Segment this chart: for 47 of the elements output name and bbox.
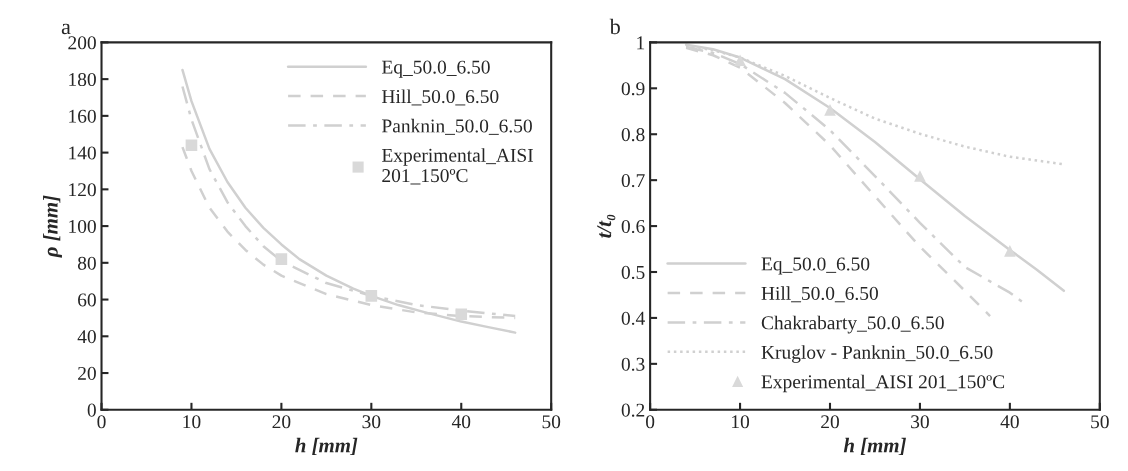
- y-tick-label: 180: [69, 72, 96, 87]
- x-tick-label: 20: [272, 415, 291, 429]
- x-tick-label: 50: [542, 415, 561, 429]
- x-tick-label: 0: [646, 415, 655, 429]
- chart-title: a: [61, 23, 71, 35]
- x-tick-label: 30: [362, 415, 381, 429]
- legend-label: Chakrabarty_50.0_6.50: [761, 315, 944, 334]
- y-tick-label: 0.2: [621, 403, 645, 417]
- x-axis-title: h [mm]: [843, 437, 906, 456]
- x-tick-label: 50: [1091, 415, 1109, 429]
- chart-title: b: [609, 18, 620, 35]
- legend-label: Kruglov - Panknin_50.0_6.50: [761, 345, 993, 363]
- y-tick-label: 0.8: [621, 128, 645, 142]
- x-tick-label: 40: [1000, 415, 1019, 429]
- y-axis-title: ρ [mm]: [43, 195, 62, 258]
- y-tick-label: 1: [637, 36, 645, 50]
- x-tick-label: 30: [911, 415, 929, 429]
- y-tick-label: 0.3: [621, 357, 645, 371]
- x-tick-label: 10: [183, 415, 201, 429]
- y-tick-label: 20: [78, 366, 96, 380]
- y-tick-label: 200: [68, 36, 96, 50]
- y-tick-label: 120: [69, 183, 96, 197]
- legend-label: Eq_50.0_6.50: [381, 60, 490, 78]
- y-tick-label: 160: [69, 109, 96, 123]
- x-tick-label: 10: [732, 415, 750, 429]
- y-tick-label: 80: [77, 256, 96, 270]
- y-tick-label: 0: [87, 403, 96, 417]
- legend-label: Panknin_50.0_6.50: [381, 118, 532, 135]
- legend-label: Experimental_AISI 201_150ºC: [761, 374, 1005, 393]
- y-tick-label: 0.6: [621, 219, 645, 234]
- legend-label: Hill_50.0_6.50: [381, 89, 499, 106]
- y-tick-label: 100: [69, 219, 96, 234]
- y-tick-label: 0.5: [621, 265, 645, 280]
- y-axis-title: t/t₀: [597, 214, 616, 238]
- y-tick-label: 140: [69, 146, 96, 160]
- y-tick-label: 0.7: [621, 173, 645, 188]
- x-tick-label: 0: [97, 415, 106, 429]
- x-axis-title: h [mm]: [295, 437, 358, 456]
- legend-label: Eq_50.0_6.50: [761, 257, 870, 275]
- legend-label: Hill_50.0_6.50: [761, 286, 878, 303]
- y-tick-label: 60: [78, 293, 96, 307]
- legend-label: Experimental_AISI 201_150ºC: [381, 148, 534, 185]
- y-tick-label: 0.4: [621, 311, 645, 325]
- y-tick-label: 40: [77, 330, 96, 344]
- x-tick-label: 20: [821, 415, 839, 429]
- x-tick-label: 40: [451, 415, 471, 429]
- y-tick-label: 0.9: [621, 82, 645, 96]
